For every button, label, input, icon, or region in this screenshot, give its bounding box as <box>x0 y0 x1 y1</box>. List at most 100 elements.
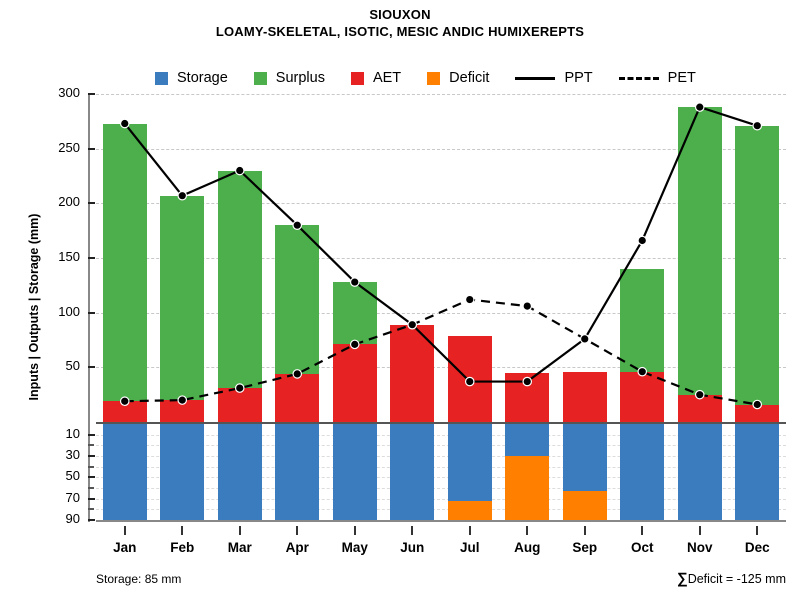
x-label-nov: Nov <box>686 540 713 555</box>
y-tick-upper <box>88 311 95 314</box>
bar-aet <box>735 404 780 422</box>
x-label-jun: Jun <box>400 540 425 555</box>
zero-axis-line <box>96 422 786 424</box>
bar-aet <box>447 335 492 422</box>
y-tick-lower <box>88 487 94 489</box>
y-ticklabel-upper: 150 <box>58 249 80 264</box>
y-tick-upper <box>88 257 95 259</box>
square-swatch-icon <box>350 71 364 85</box>
gridline-lower <box>96 434 786 436</box>
legend-label-storage: Storage <box>177 70 228 86</box>
bar-aet <box>217 388 262 422</box>
y-ticklabel-upper: 50 <box>65 358 80 374</box>
deficit-footnote-text: Deficit = -125 mm <box>687 572 786 586</box>
bar-storage <box>160 424 205 520</box>
gridline-lower <box>96 456 786 457</box>
bar-surplus <box>332 282 377 345</box>
y-tick-lower <box>88 465 94 468</box>
x-tick <box>411 526 414 535</box>
x-label-mar: Mar <box>227 540 252 555</box>
x-label-feb: Feb <box>170 540 195 555</box>
bar-storage <box>102 424 147 520</box>
x-tick <box>238 526 241 535</box>
x-label-jul: Jul <box>459 540 480 555</box>
legend-item-storage[interactable]: Storage <box>155 70 250 86</box>
x-tick <box>468 526 471 535</box>
bar-surplus <box>620 268 665 372</box>
y-ticklabel-lower: 70 <box>65 489 80 505</box>
bar-storage <box>390 424 435 520</box>
bar-surplus <box>217 170 262 389</box>
bar-storage <box>217 424 262 520</box>
y-tick-lower <box>88 433 95 436</box>
plot-area <box>96 94 786 522</box>
bar-storage <box>735 424 780 520</box>
legend-label-aet: AET <box>372 70 402 86</box>
legend-label-surplus: Surplus <box>275 70 325 86</box>
x-tick <box>756 526 759 535</box>
legend-item-ppt[interactable]: PPT <box>515 70 614 86</box>
x-label-may: May <box>341 540 368 555</box>
gridline-lower <box>96 498 786 500</box>
bar-aet <box>275 373 320 422</box>
legend-item-deficit[interactable]: Deficit <box>427 70 511 86</box>
bar-aet <box>677 394 722 422</box>
bar-aet <box>390 324 435 422</box>
y-ticklabel-lower: 30 <box>65 447 80 462</box>
legend-item-pet[interactable]: PET <box>618 70 718 86</box>
y-tick-lower <box>88 508 94 511</box>
legend-label-pet: PET <box>667 70 696 86</box>
chart-title-block: SIOUXON LOAMY-SKELETAL, ISOTIC, MESIC AN… <box>0 6 800 40</box>
bar-storage <box>275 424 320 520</box>
x-label-aug: Aug <box>514 540 541 555</box>
x-tick <box>296 526 299 535</box>
legend-item-aet[interactable]: AET <box>350 70 423 86</box>
x-tick <box>583 526 586 535</box>
bar-surplus <box>677 107 722 395</box>
square-swatch-icon <box>253 71 267 85</box>
y-ticklabel-upper: 250 <box>58 139 80 155</box>
legend-item-surplus[interactable]: Surplus <box>253 70 347 86</box>
bar-aet <box>332 344 377 422</box>
y-ticklabel-upper: 100 <box>58 303 80 319</box>
y-axis-spine <box>88 94 90 522</box>
chart-subtitle: LOAMY-SKELETAL, ISOTIC, MESIC ANDIC HUMI… <box>215 24 585 39</box>
bottom-axis-line <box>96 520 786 522</box>
y-tick-lower <box>88 444 94 447</box>
bar-deficit <box>447 500 492 520</box>
bar-surplus <box>102 123 147 402</box>
bar-surplus <box>735 125 780 405</box>
storage-footnote: Storage: 85 mm <box>96 572 182 586</box>
legend-label-ppt: PPT <box>564 70 593 86</box>
legend-label-deficit: Deficit <box>449 70 490 86</box>
y-tick-upper <box>88 366 95 369</box>
y-ticklabel-lower: 10 <box>65 425 80 441</box>
bar-aet <box>620 371 665 422</box>
y-tick-lower <box>88 476 95 479</box>
x-tick <box>641 526 644 535</box>
square-swatch-icon <box>427 71 441 85</box>
gridline-lower <box>96 477 786 479</box>
chart-title: SIOUXON <box>369 7 431 22</box>
y-ticklabel-upper: 300 <box>58 85 80 100</box>
bar-deficit <box>562 491 607 520</box>
y-ticklabel-lower: 90 <box>65 511 80 526</box>
bar-deficit <box>505 456 550 520</box>
x-label-oct: Oct <box>630 540 654 555</box>
y-tick-upper <box>88 147 95 150</box>
gridline-lower <box>96 466 786 468</box>
chart-legend: Storage Surplus AET Deficit PPT PET <box>155 66 735 90</box>
square-swatch-icon <box>155 71 168 85</box>
x-label-dec: Dec <box>744 540 770 555</box>
x-tick <box>698 526 701 535</box>
x-label-sep: Sep <box>572 540 598 555</box>
bar-storage <box>505 424 550 456</box>
x-tick <box>181 526 184 535</box>
gridline-lower <box>96 488 786 489</box>
sigma-icon: ∑ <box>677 570 688 587</box>
bar-storage <box>677 424 722 520</box>
y-tick-lower <box>88 519 95 521</box>
gridline-upper <box>96 94 786 95</box>
x-tick <box>353 526 356 535</box>
